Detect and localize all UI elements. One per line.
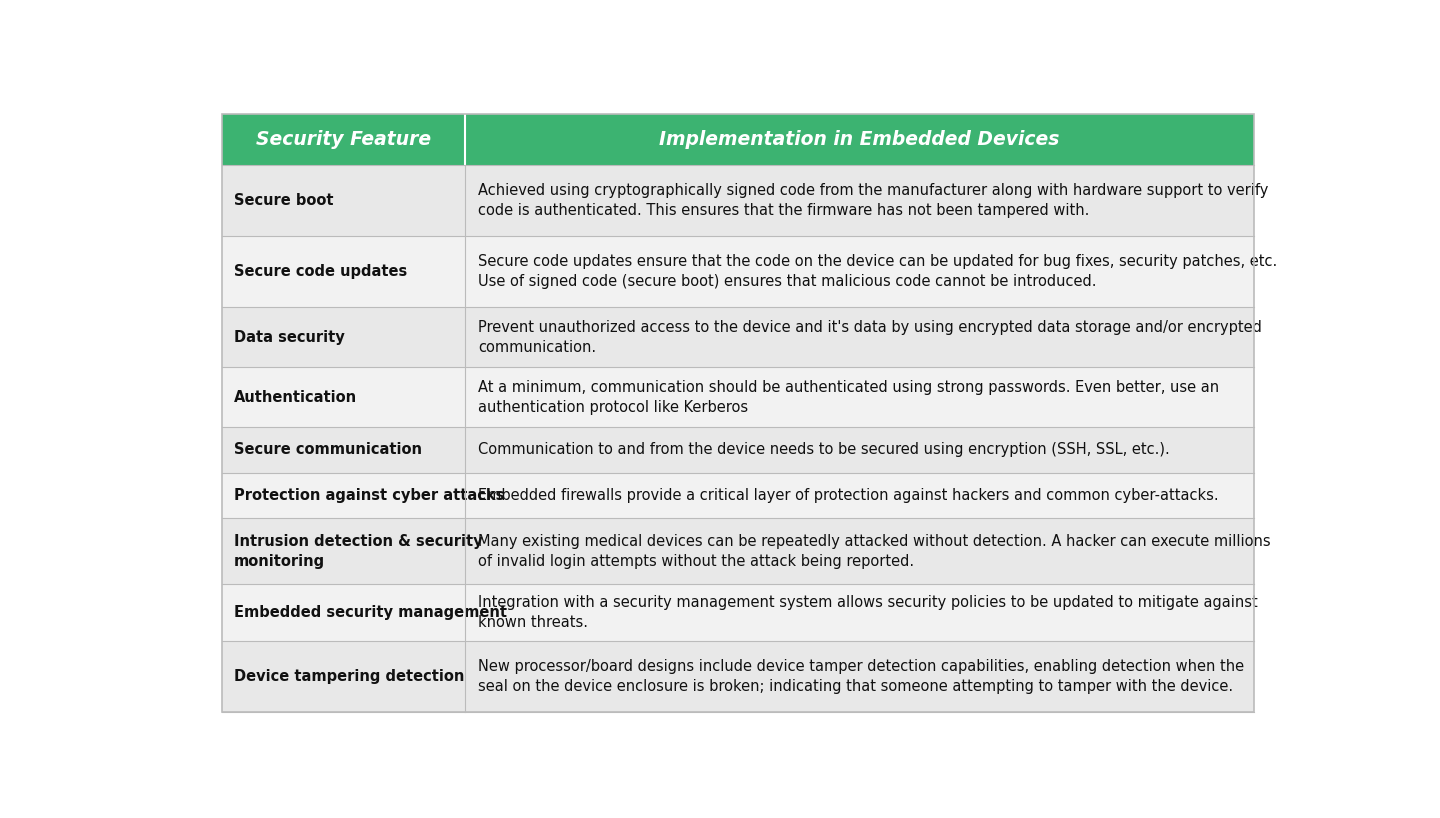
Text: Security Feature: Security Feature <box>256 130 431 149</box>
Bar <box>465 584 1254 641</box>
Bar <box>465 164 1254 236</box>
Bar <box>465 519 1254 584</box>
Text: Secure code updates: Secure code updates <box>233 264 408 279</box>
Text: Secure boot: Secure boot <box>233 193 333 208</box>
Text: At a minimum, communication should be authenticated using strong passwords. Even: At a minimum, communication should be au… <box>478 380 1220 415</box>
Bar <box>465 367 1254 427</box>
Text: Protection against cyber attacks: Protection against cyber attacks <box>233 488 504 503</box>
Text: Data security: Data security <box>233 330 344 345</box>
Text: Integration with a security management system allows security policies to be upd: Integration with a security management s… <box>478 595 1259 630</box>
Bar <box>222 367 465 427</box>
Text: New processor/board designs include device tamper detection capabilities, enabli: New processor/board designs include devi… <box>478 659 1244 694</box>
Bar <box>222 473 465 519</box>
Text: Secure code updates ensure that the code on the device can be updated for bug fi: Secure code updates ensure that the code… <box>478 254 1277 289</box>
Bar <box>465 641 1254 712</box>
Bar <box>222 308 465 367</box>
Text: Implementation in Embedded Devices: Implementation in Embedded Devices <box>660 130 1060 149</box>
Bar <box>465 114 1254 164</box>
Text: Achieved using cryptographically signed code from the manufacturer along with ha: Achieved using cryptographically signed … <box>478 183 1269 218</box>
Bar <box>222 427 465 473</box>
Text: Intrusion detection & security
monitoring: Intrusion detection & security monitorin… <box>233 534 482 569</box>
Text: Device tampering detection: Device tampering detection <box>233 669 464 684</box>
Bar <box>465 308 1254 367</box>
Bar <box>465 473 1254 519</box>
Text: Secure communication: Secure communication <box>233 443 422 457</box>
Bar <box>222 236 465 308</box>
Text: Embedded firewalls provide a critical layer of protection against hackers and co: Embedded firewalls provide a critical la… <box>478 488 1218 503</box>
Text: Authentication: Authentication <box>233 389 357 405</box>
Text: Many existing medical devices can be repeatedly attacked without detection. A ha: Many existing medical devices can be rep… <box>478 534 1270 569</box>
Bar <box>222 164 465 236</box>
Bar <box>222 519 465 584</box>
Bar <box>465 427 1254 473</box>
Text: Embedded security management: Embedded security management <box>233 605 507 620</box>
Bar <box>222 584 465 641</box>
Bar <box>222 114 465 164</box>
Text: Communication to and from the device needs to be secured using encryption (SSH, : Communication to and from the device nee… <box>478 443 1169 457</box>
Bar <box>465 236 1254 308</box>
Bar <box>222 641 465 712</box>
Text: Prevent unauthorized access to the device and it's data by using encrypted data : Prevent unauthorized access to the devic… <box>478 320 1261 355</box>
